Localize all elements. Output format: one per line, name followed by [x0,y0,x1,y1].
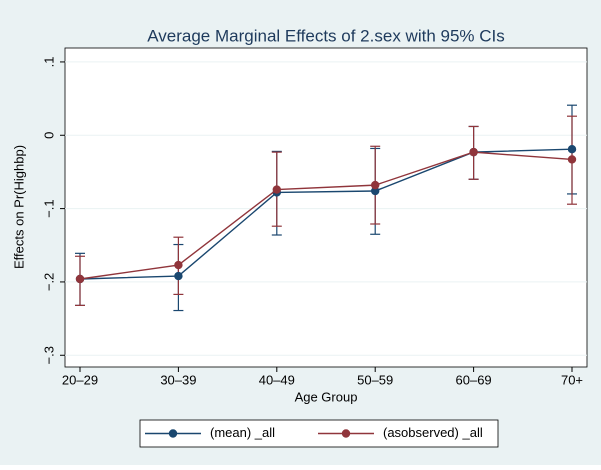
y-axis-title: Effects on Pr(Highbp) [11,145,26,269]
legend-label: (mean) _all [210,425,275,440]
chart-title: Average Marginal Effects of 2.sex with 9… [147,26,505,45]
y-tick-label: −.1 [41,199,56,217]
x-tick-label: 60–69 [456,372,492,387]
x-tick-label: 30–39 [160,372,196,387]
plot-area [64,47,588,368]
point [272,185,281,194]
point [371,180,380,190]
x-tick-label: 40–49 [259,372,295,387]
series-line [79,151,573,280]
legend-marker [341,429,351,438]
x-tick-label: 70+ [561,372,583,387]
y-tick-label: .1 [41,57,56,68]
point [75,274,85,284]
point [174,271,183,281]
point [371,186,380,196]
point [469,147,478,157]
point [174,260,183,270]
legend-label: (asobserved) _all [383,425,483,440]
y-tick-label: 0 [41,132,56,139]
x-tick-label: 20–29 [62,372,98,387]
point [567,155,577,164]
legend-marker [168,429,178,438]
x-axis-title: Age Group [295,389,358,404]
x-tick-label: 50–59 [357,372,393,387]
point [567,145,577,154]
y-tick-label: −.2 [41,273,56,291]
series-line [79,148,573,280]
y-tick-label: −.3 [41,346,56,364]
